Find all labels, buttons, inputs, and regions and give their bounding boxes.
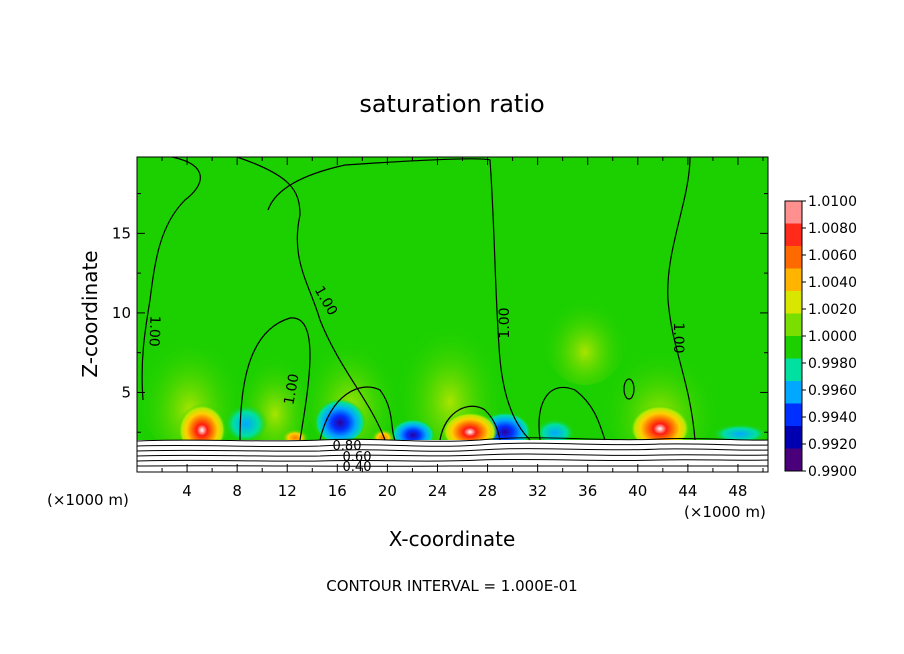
- colorbar-label: 1.0040: [808, 275, 857, 291]
- colorbar-label: 0.9900: [808, 464, 857, 480]
- colorbar-swatch: [785, 313, 802, 337]
- x-tick-label: 4: [182, 482, 192, 500]
- colorbar-swatch: [785, 403, 802, 427]
- x-tick-label: 20: [378, 482, 397, 500]
- contour-label: 0.40: [343, 460, 372, 475]
- contour-label: 0.60: [343, 450, 372, 465]
- x-tick-label: 8: [232, 482, 242, 500]
- colorbar-swatch: [785, 381, 802, 404]
- x-tick-label: 40: [628, 482, 647, 500]
- colorbar-label: 1.0000: [808, 329, 857, 345]
- y-tick-label: 10: [112, 304, 131, 322]
- y-axis-ticks: 5 10 15: [112, 193, 768, 433]
- y-axis-label: Z-coordinate: [78, 250, 102, 377]
- colorbar-label: 0.9980: [808, 356, 857, 372]
- contour-5: [239, 317, 311, 441]
- colorbar-swatch: [785, 426, 802, 449]
- colorbar: 1.0100 1.0080 1.0060 1.0040 1.0020 1.0000 0.99…: [784, 194, 857, 480]
- contour-label: 1.00: [281, 373, 302, 406]
- colorbar-swatch: [785, 201, 802, 224]
- contour-label: 1.00: [145, 315, 162, 347]
- colorbar-swatch: [785, 268, 802, 292]
- colorbar-label: 1.0100: [808, 194, 857, 210]
- x-tick-label: 24: [428, 482, 447, 500]
- colorbar-swatch: [785, 336, 802, 359]
- colorbar-label: 1.0060: [808, 248, 857, 264]
- y-tick-label: 5: [121, 383, 131, 401]
- contour-7: [439, 405, 501, 441]
- x-axis-label: X-coordinate: [389, 527, 516, 551]
- x-tick-label: 32: [528, 482, 547, 500]
- contour-label: 1.00: [670, 322, 686, 353]
- x-tick-label: 16: [328, 482, 347, 500]
- colorbar-swatch: [785, 358, 802, 382]
- unity-contours: [141, 157, 696, 441]
- contour-1: [141, 157, 201, 401]
- contour-3: [267, 158, 531, 441]
- colorbar-label: 1.0080: [808, 221, 857, 237]
- chart-title: saturation ratio: [359, 90, 544, 118]
- x-tick-label: 48: [728, 482, 747, 500]
- contour-9: [623, 378, 635, 400]
- colorbar-swatch: [785, 448, 802, 472]
- stratified-contours: [137, 437, 768, 467]
- x-tick-label: 28: [478, 482, 497, 500]
- contour-label: 1.00: [497, 307, 513, 338]
- plot-frame: [136, 156, 769, 473]
- colorbar-swatch: [785, 291, 802, 314]
- colorbar-label: 0.9920: [808, 437, 857, 453]
- contour-8: [538, 386, 606, 441]
- x-unit-left: (×1000 m): [47, 491, 129, 509]
- colorbar-swatch: [785, 223, 802, 247]
- colorbar-label: 1.0020: [808, 302, 857, 318]
- y-tick-label: 15: [112, 224, 131, 242]
- x-tick-label: 44: [678, 482, 697, 500]
- contour-4: [667, 157, 696, 441]
- plot-area: [137, 157, 768, 472]
- colorbar-swatch: [785, 246, 802, 269]
- contour-label: 0.80: [333, 439, 362, 454]
- x-unit-right: (×1000 m): [684, 503, 766, 521]
- x-axis-ticks: 4 8 12 16 20 24 28 32 36 40 44 48: [161, 157, 764, 500]
- contour-6: [319, 386, 396, 441]
- x-tick-label: 36: [578, 482, 597, 500]
- x-tick-label: 12: [278, 482, 297, 500]
- contour-interval-note: CONTOUR INTERVAL = 1.000E-01: [326, 577, 577, 595]
- colorbar-label: 0.9940: [808, 410, 857, 426]
- colorbar-label: 0.9960: [808, 383, 857, 399]
